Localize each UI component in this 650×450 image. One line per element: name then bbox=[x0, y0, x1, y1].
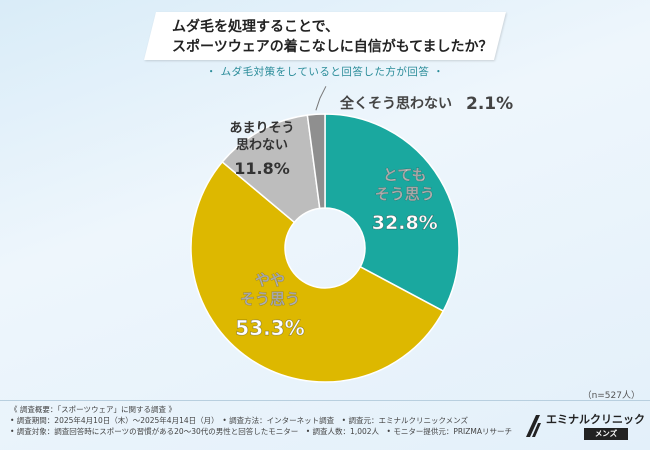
slice-label-text: とても bbox=[383, 166, 427, 184]
survey-footer: 《 調査概要：「スポーツウェア」に関する調査 》 • 調査期間：2025年4月1… bbox=[10, 404, 530, 437]
logo-name: エミナルクリニック bbox=[546, 413, 645, 426]
slice-value-text: 32.8% bbox=[372, 212, 438, 234]
slice-label-text: そう思う bbox=[240, 290, 300, 308]
logo-mark-icon bbox=[526, 415, 541, 437]
slice-label-text: そう思う bbox=[375, 185, 435, 203]
slice-value-text: 11.8% bbox=[234, 159, 290, 178]
slice-2 bbox=[221, 114, 321, 224]
sample-size: （n=527人） bbox=[582, 391, 640, 401]
footer-line-1: 《 調査概要：「スポーツウェア」に関する調査 》 bbox=[10, 405, 176, 414]
slice-value-text: 2.1% bbox=[466, 94, 513, 114]
slice-value-text: 53.3% bbox=[235, 316, 304, 340]
slice-label-3: 全くそう思わない 2.1% bbox=[339, 94, 513, 114]
slice-0 bbox=[324, 113, 460, 313]
footer-line-2: • 調査期間：2025年4月10日（木）～2025年4月14日（月） • 調査方… bbox=[10, 416, 469, 425]
chart-subtitle: ・ ムダ毛対策をしていると回答した方が回答 ・ bbox=[205, 66, 445, 78]
footer-line-3: • 調査対象：調査回答時にスポーツの習慣がある20～30代の男性と回答したモニタ… bbox=[10, 427, 513, 436]
leader-line bbox=[315, 86, 327, 111]
slice-label-text: あまりそう bbox=[229, 121, 294, 136]
title-line-2: スポーツウェアの着こなしに自信がもてましたか？ bbox=[172, 39, 493, 55]
clinic-logo: エミナルクリニック メンズ bbox=[522, 411, 645, 443]
slice-3 bbox=[306, 113, 326, 210]
slice-label-text: 思わない bbox=[236, 138, 288, 153]
logo-sub: メンズ bbox=[584, 428, 628, 440]
slice-1 bbox=[190, 160, 445, 383]
footer-divider bbox=[0, 400, 650, 401]
chart-title: ムダ毛を処理することで、 スポーツウェアの着こなしに自信がもてましたか？ bbox=[150, 14, 500, 60]
title-line-1: ムダ毛を処理することで、 bbox=[172, 19, 340, 35]
slice-label-text: 全くそう思わない bbox=[339, 95, 452, 112]
slice-label-text: やや bbox=[255, 271, 285, 289]
